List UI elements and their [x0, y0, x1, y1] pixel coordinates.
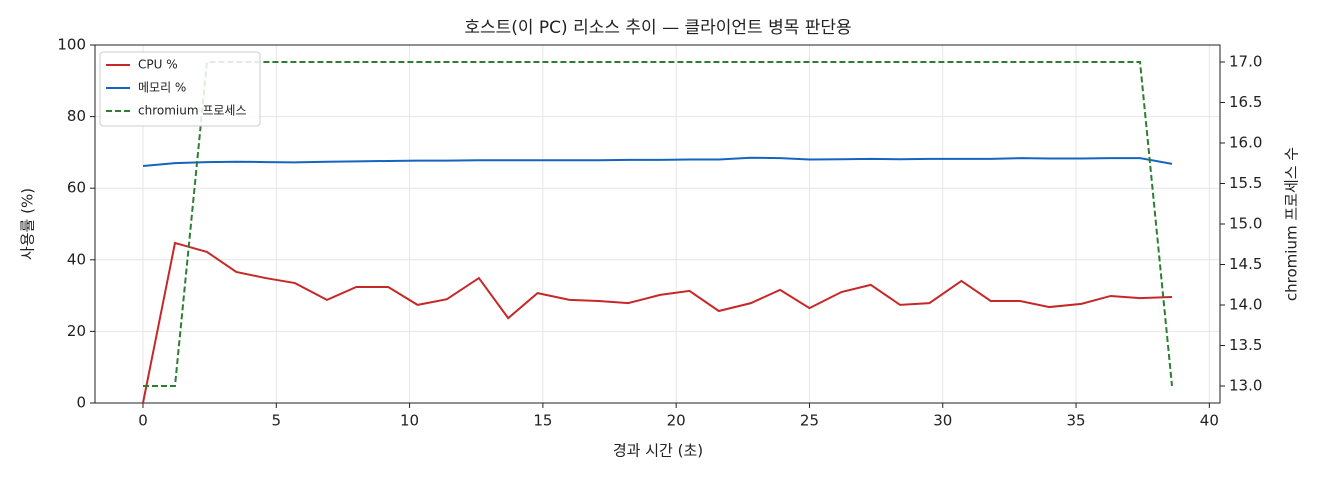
chart-title: 호스트(이 PC) 리소스 추이 — 클라이언트 병목 판단용	[464, 18, 851, 38]
x-tick-label: 20	[667, 412, 686, 430]
y2-tick-label: 15.5	[1229, 174, 1262, 192]
x-tick-label: 30	[933, 412, 952, 430]
x-tick-label: 5	[272, 412, 282, 430]
y-tick-label: 20	[67, 322, 86, 340]
y2-tick-label: 14.5	[1229, 255, 1262, 273]
plot-frame	[94, 44, 1221, 404]
y2-tick-label: 13.0	[1229, 376, 1262, 394]
y2-tick-label: 13.5	[1229, 336, 1262, 354]
y2-tick-label: 16.0	[1229, 134, 1262, 152]
x-tick-label: 25	[800, 412, 819, 430]
x-axis-label: 경과 시간 (초)	[613, 442, 703, 460]
legend-label: chromium 프로세스	[138, 104, 247, 118]
y-tick-label: 40	[67, 250, 86, 268]
y2-tick-label: 15.0	[1229, 215, 1262, 233]
y-tick-label: 80	[67, 107, 86, 125]
x-tick-label: 10	[400, 412, 419, 430]
x-tick-label: 35	[1066, 412, 1085, 430]
y2-tick-label: 14.0	[1229, 295, 1262, 313]
y2-tick-label: 17.0	[1229, 53, 1262, 71]
y-tick-label: 100	[57, 36, 86, 54]
y-tick-label: 60	[67, 179, 86, 197]
series-line	[142, 156, 1173, 168]
y2-axis-label: chromium 프로세스 수	[1283, 147, 1301, 301]
legend-label: 메모리 %	[138, 81, 186, 95]
x-tick-label: 40	[1200, 412, 1219, 430]
series-line	[142, 241, 1173, 404]
y2-tick-label: 16.5	[1229, 93, 1262, 111]
y-tick-label: 0	[76, 394, 86, 412]
series-line	[142, 61, 1174, 387]
legend-label: CPU %	[138, 58, 178, 72]
x-tick-label: 15	[533, 412, 552, 430]
y-axis-label: 사용률 (%)	[19, 188, 37, 260]
legend-box	[99, 51, 261, 127]
x-tick-label: 0	[138, 412, 148, 430]
